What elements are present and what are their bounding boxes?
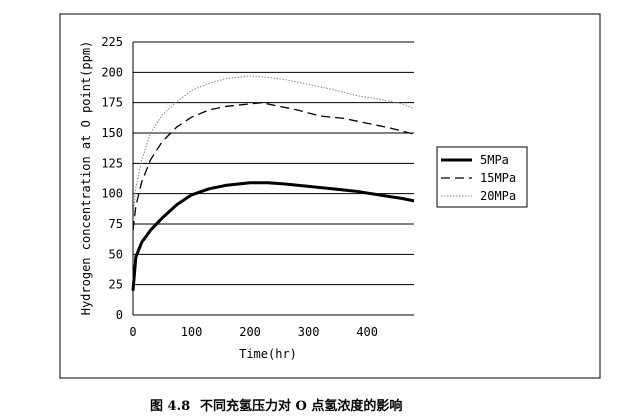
- x-tick-label: 300: [298, 325, 320, 339]
- x-tick-label: 0: [129, 325, 136, 339]
- y-tick-label: 150: [101, 126, 123, 140]
- legend: 5MPa 15MPa 20MPa: [436, 146, 528, 208]
- x-tick-label: 200: [239, 325, 261, 339]
- y-tick-label: 0: [116, 308, 123, 322]
- y-tick-labels: 0 25 50 75 100 125 150 175 200 225: [101, 35, 123, 322]
- x-tick-label: 400: [356, 325, 378, 339]
- x-tick-labels: 0 100 200 300 400: [129, 325, 378, 339]
- y-axis-title: Hydrogen concentration at O point(ppm): [79, 41, 93, 316]
- legend-box: [436, 146, 528, 208]
- y-tick-label: 225: [101, 35, 123, 49]
- y-tick-label: 25: [109, 278, 123, 292]
- y-tick-label: 200: [101, 65, 123, 79]
- figure-caption-text: 不同充氢压力对 O 点氢浓度的影响: [200, 398, 402, 414]
- y-tick-label: 100: [101, 187, 123, 201]
- x-axis-title: Time(hr): [239, 347, 297, 361]
- y-tick-label: 50: [109, 247, 123, 261]
- legend-label: 5MPa: [480, 153, 509, 167]
- series-lines: [131, 75, 415, 291]
- x-tick-label: 100: [181, 325, 203, 339]
- series-line-3: [132, 75, 415, 218]
- legend-label: 15MPa: [480, 171, 516, 185]
- gridlines: [133, 41, 414, 286]
- y-tick-label: 175: [101, 96, 123, 110]
- figure-caption-label: 图 4.8: [150, 399, 190, 414]
- y-tick-label: 75: [109, 217, 123, 231]
- series-line-1: [131, 181, 415, 291]
- legend-label: 20MPa: [480, 189, 516, 203]
- y-tick-label: 125: [101, 156, 123, 170]
